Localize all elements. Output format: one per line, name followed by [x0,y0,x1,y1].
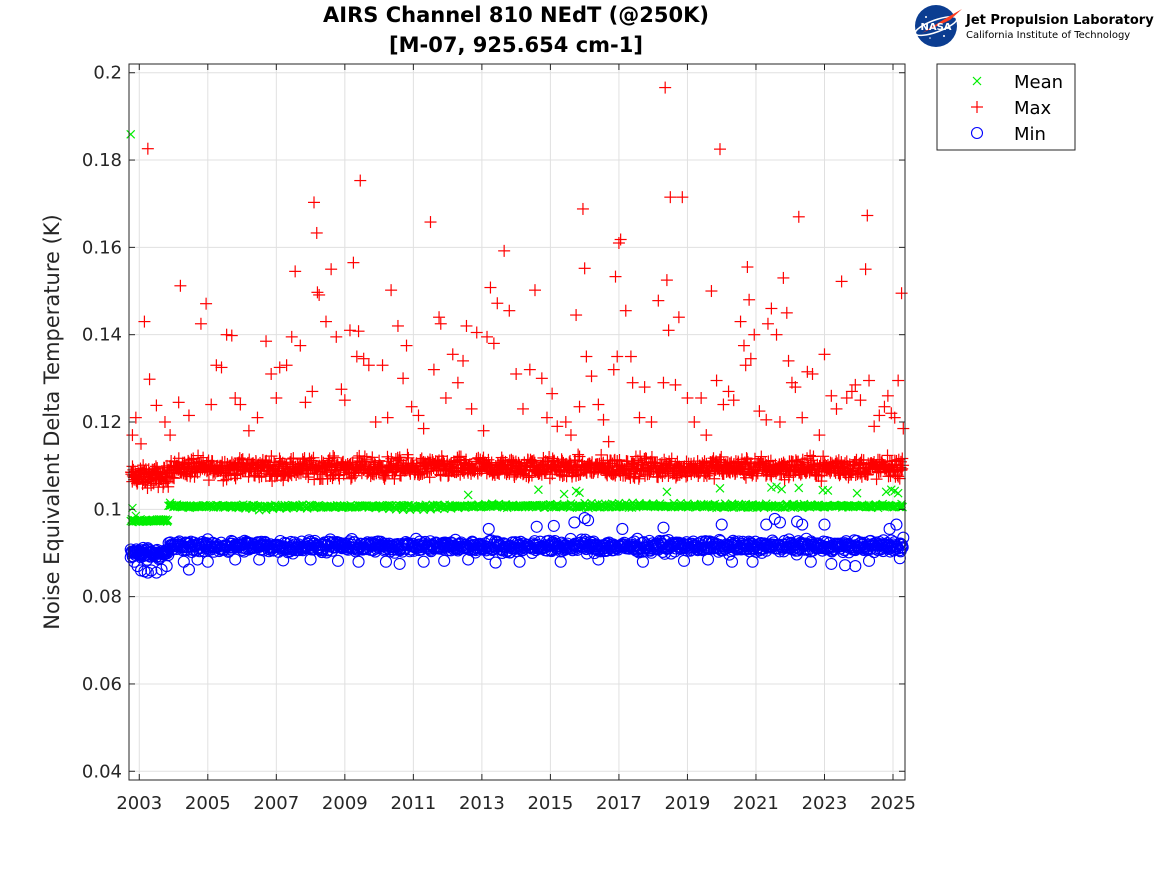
x-tick-label: 2017 [596,793,642,814]
max-marker [407,460,420,473]
max-marker [328,451,341,464]
chart-subtitle: [M-07, 925.654 cm-1] [389,33,643,57]
x-tick-label: 2015 [527,793,573,814]
x-tick-label: 2025 [870,793,916,814]
x-tick-label: 2007 [253,793,299,814]
max-marker [166,471,179,484]
max-marker [168,472,181,485]
max-marker [572,448,585,461]
x-tick-label: 2011 [390,793,436,814]
legend-label: Min [1014,124,1046,145]
max-marker [527,454,540,467]
y-tick-label: 0.06 [82,674,122,695]
max-marker [327,449,340,462]
data-markers [124,81,910,579]
y-tick-label: 0.14 [82,325,122,346]
max-marker [573,450,586,463]
max-marker [253,471,266,484]
y-tick-label: 0.2 [93,63,122,84]
max-marker [345,471,358,484]
max-marker [285,453,298,466]
jpl-subtitle: California Institute of Technology [966,30,1130,41]
max-marker [454,450,467,463]
max-marker [242,470,255,483]
chart-title: AIRS Channel 810 NEdT (@250K) [323,3,709,27]
y-axis-label: Noise Equivalent Delta Temperature (K) [40,214,64,630]
max-marker [162,480,175,493]
max-marker [145,479,158,492]
y-tick-label: 0.18 [82,150,122,171]
x-tick-label: 2003 [116,793,162,814]
max-marker [265,450,278,463]
y-tick-label: 0.16 [82,237,122,258]
max-marker [377,471,390,484]
max-marker [457,456,470,469]
x-tick-label: 2023 [802,793,848,814]
x-tick-label: 2009 [322,793,368,814]
max-marker [307,451,320,464]
max-marker [332,469,345,482]
y-tick-label: 0.1 [93,499,122,520]
max-marker [522,471,535,484]
max-marker [192,449,205,462]
max-marker [366,451,379,464]
max-marker [533,467,546,480]
legend-label: Mean [1014,72,1063,93]
nasa-badge-text: NASA [920,22,951,33]
jpl-name: Jet Propulsion Laboratory [965,13,1154,28]
max-marker [613,454,626,467]
max-marker [149,460,162,473]
max-marker [202,474,215,487]
max-marker [187,452,200,465]
x-tick-label: 2021 [733,793,779,814]
grid-lines [129,64,905,780]
x-tick-label: 2013 [459,793,505,814]
y-tick-label: 0.08 [82,587,122,608]
x-tick-label: 2005 [185,793,231,814]
y-tick-label: 0.12 [82,412,122,433]
x-tick-label: 2019 [665,793,711,814]
max-marker [401,448,414,461]
y-tick-label: 0.04 [82,761,122,782]
max-marker [423,471,436,484]
jpl-logo: NASA Jet Propulsion Laboratory Californi… [914,5,1154,47]
series-max [124,81,910,495]
legend: Mean Max Min [936,63,1076,151]
legend-label: Max [1014,98,1052,119]
